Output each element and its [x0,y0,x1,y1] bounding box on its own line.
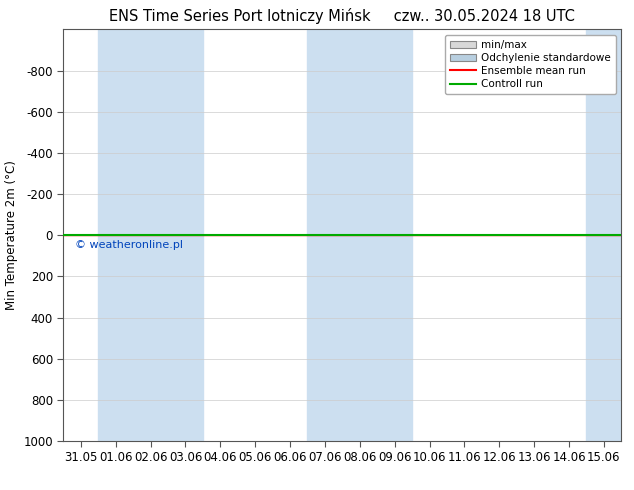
Legend: min/max, Odchylenie standardowe, Ensemble mean run, Controll run: min/max, Odchylenie standardowe, Ensembl… [444,35,616,95]
Bar [342,29,377,441]
Y-axis label: Min Temperature 2m (°C): Min Temperature 2m (°C) [5,160,18,310]
Title: ENS Time Series Port lotniczy Mińsk     czw.. 30.05.2024 18 UTC: ENS Time Series Port lotniczy Mińsk czw.… [110,8,575,24]
Text: © weatheronline.pl: © weatheronline.pl [75,241,183,250]
Bar [377,29,412,441]
Bar [586,29,621,441]
Bar [307,29,342,441]
Bar [133,29,168,441]
Bar [98,29,133,441]
Bar [168,29,203,441]
